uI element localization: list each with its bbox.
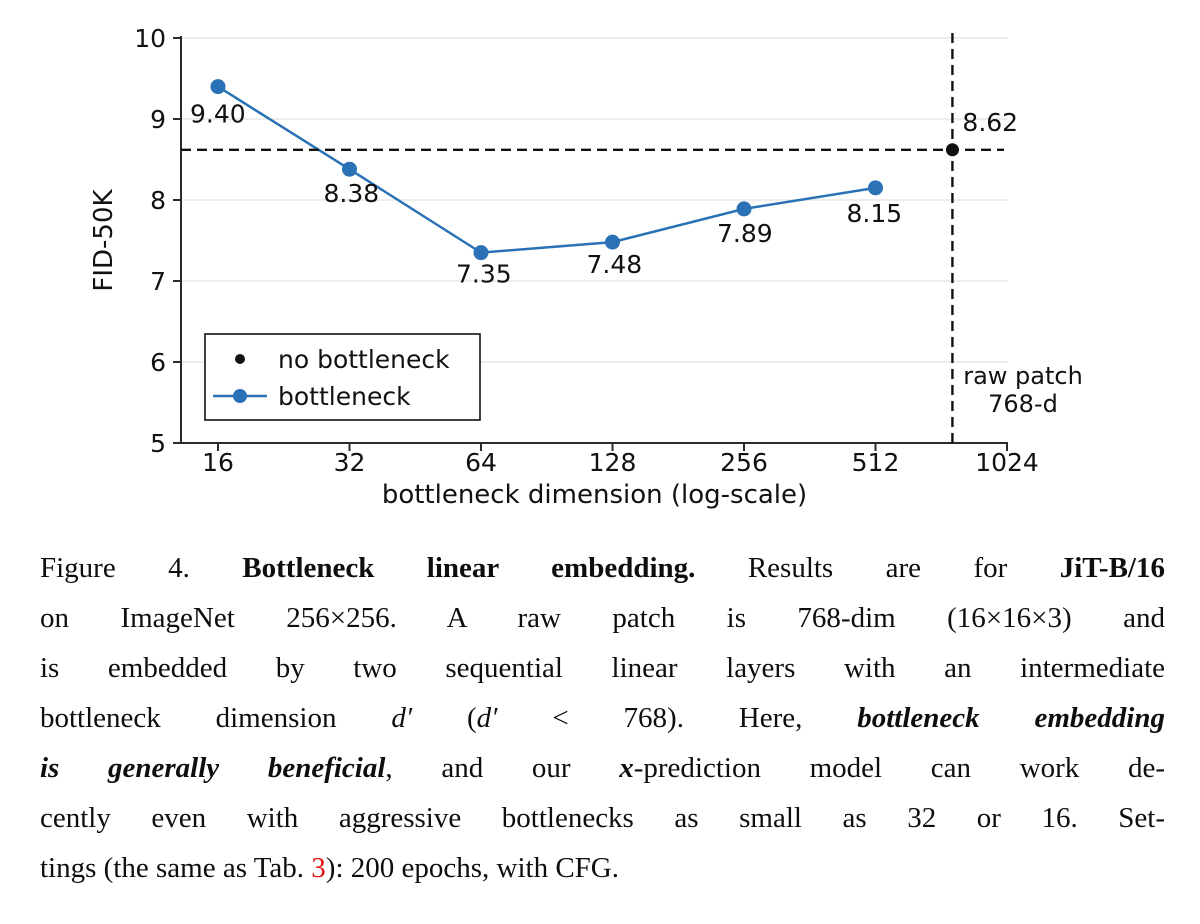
caption-line-4: bottleneck dimension d′ (d′ < 768). Here…	[40, 693, 1165, 743]
caption-text: -prediction model can work de-	[633, 752, 1166, 784]
caption-text: d′	[476, 702, 498, 734]
y-tick-label: 8	[150, 186, 166, 215]
y-tick-label: 10	[134, 24, 166, 53]
no-bottleneck-point	[945, 143, 959, 157]
table-3-reference-link[interactable]: 3	[311, 852, 326, 884]
x-tick-label: 32	[334, 448, 366, 477]
caption-text: d′	[391, 702, 413, 734]
legend-line-dot-marker	[233, 389, 247, 403]
bottleneck-point	[473, 245, 489, 261]
x-tick-label: 128	[589, 448, 637, 477]
bottleneck-line	[217, 85, 876, 254]
fid-vs-bottleneck-chart: 5 6 7 8 9 10 16 32 64 128 256 512 1024 bottleneck dim…	[89, 24, 1083, 510]
legend-box	[204, 333, 481, 421]
data-label: 8.38	[324, 179, 380, 208]
x-tick-label: 16	[202, 448, 234, 477]
raw-patch-annotation: raw patch	[963, 362, 1083, 390]
caption-text: JiT-B/16	[1059, 552, 1165, 584]
figure-title: Bottleneck linear embedding.	[242, 552, 696, 584]
y-tick-label: 9	[150, 105, 166, 134]
data-label: 7.48	[587, 250, 643, 279]
caption-text: ): 200 epochs, with CFG.	[325, 852, 619, 884]
legend-label: bottleneck	[278, 382, 411, 411]
figure-number: Figure 4.	[40, 552, 243, 584]
data-label: 7.89	[717, 219, 773, 248]
caption-text: is generally beneficial	[40, 752, 386, 784]
y-tick-label: 7	[150, 267, 166, 296]
caption-line-6: cently even with aggressive bottlenecks …	[40, 793, 1165, 843]
y-tick-label: 5	[150, 429, 166, 458]
y-tick-label: 6	[150, 348, 166, 377]
y-axis-label: FID-50K	[89, 188, 119, 291]
legend-dot-marker	[235, 354, 245, 364]
bottleneck-point	[605, 234, 620, 250]
caption-line-7: tings (the same as Tab. 3): 200 epochs, …	[40, 843, 1165, 893]
caption-text: is embedded by two sequential linear lay…	[40, 652, 1165, 684]
data-label: 9.40	[190, 100, 246, 129]
data-label: 7.35	[456, 260, 512, 289]
raw-patch-annotation: 768-d	[988, 390, 1058, 418]
caption-line-5: is generally beneficial, and our x-predi…	[40, 743, 1165, 793]
caption-line-3: is embedded by two sequential linear lay…	[40, 643, 1165, 693]
caption-text: < 768). Here,	[497, 702, 858, 734]
bottleneck-point	[342, 161, 357, 177]
caption-text: (	[412, 702, 477, 734]
data-label: 8.62	[962, 108, 1018, 137]
x-tick-label: 512	[852, 448, 900, 477]
caption-text: on ImageNet 256×256. A raw patch is 768-…	[40, 602, 1165, 634]
x-tick-label: 64	[465, 448, 497, 477]
caption-text: bottleneck embedding	[857, 702, 1165, 734]
legend-label: no bottleneck	[278, 345, 450, 374]
caption-line-1: Figure 4. Bottleneck linear embedding. R…	[40, 543, 1165, 593]
caption-text: bottleneck dimension	[40, 702, 392, 734]
bottleneck-point	[736, 201, 752, 217]
caption-text: x	[619, 752, 634, 784]
bottleneck-point	[868, 180, 883, 196]
caption-text: cently even with aggressive bottlenecks …	[40, 802, 1165, 834]
x-axis-label: bottleneck dimension (log-scale)	[382, 480, 807, 510]
caption-text: tings (the same as Tab.	[40, 852, 312, 884]
data-label: 8.15	[847, 199, 903, 228]
x-tick-label: 1024	[975, 448, 1039, 477]
figure-caption: Figure 4. Bottleneck linear embedding. R…	[40, 543, 1165, 893]
caption-text: , and our	[385, 752, 620, 784]
caption-line-2: on ImageNet 256×256. A raw patch is 768-…	[40, 593, 1165, 643]
caption-text: Results are for	[695, 552, 1060, 584]
bottleneck-point	[210, 79, 226, 95]
x-tick-label: 256	[720, 448, 768, 477]
